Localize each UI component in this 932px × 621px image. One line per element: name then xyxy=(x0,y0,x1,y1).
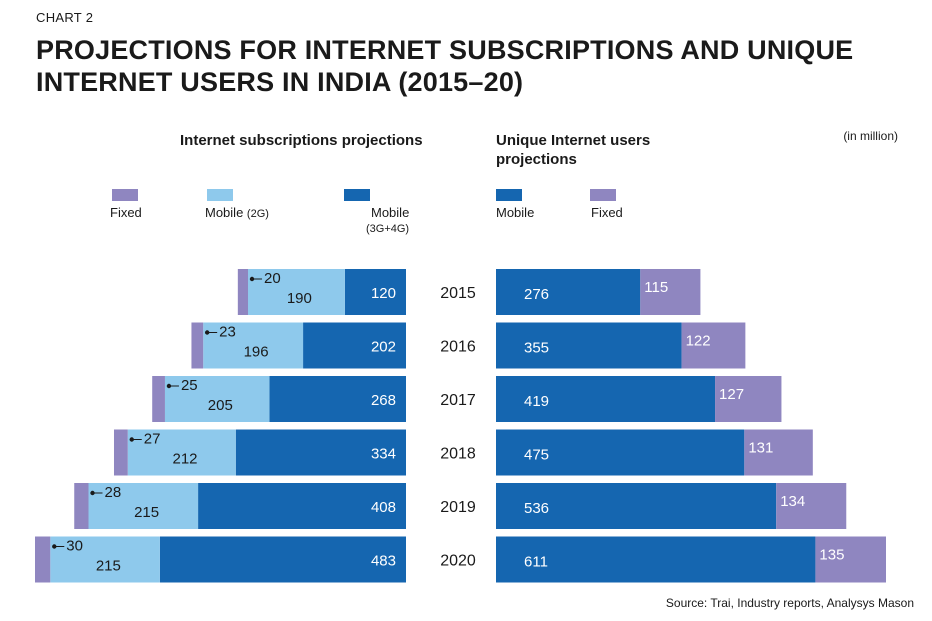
label-mobile-3g4g-2019: 408 xyxy=(371,499,396,516)
bar-mobile-3g4g-2015 xyxy=(344,269,406,315)
legend-swatch-mobile-3g4g xyxy=(344,189,370,201)
year-label-2017: 2017 xyxy=(440,392,476,409)
legend-label-mobile-3g4g: Mobile xyxy=(371,205,410,220)
bar-fixed-2018 xyxy=(113,429,128,476)
legend-swatch-right-mobile xyxy=(496,189,522,201)
bar-users-mobile-2016 xyxy=(496,322,682,369)
legend-swatch-fixed xyxy=(112,189,138,201)
label-mobile-2g-2018: 212 xyxy=(172,450,197,467)
label-users-mobile-2020: 611 xyxy=(524,553,548,570)
label-users-fixed-2019: 134 xyxy=(780,493,805,510)
year-label-2020: 2020 xyxy=(440,553,476,570)
year-label-2019: 2019 xyxy=(440,499,476,516)
label-fixed-2018: 27 xyxy=(144,430,161,447)
bar-users-fixed-2017 xyxy=(715,376,782,422)
year-label-2018: 2018 xyxy=(440,446,476,463)
bar-users-mobile-2019 xyxy=(496,483,777,529)
label-mobile-3g4g-2020: 483 xyxy=(371,552,396,569)
label-fixed-2020: 30 xyxy=(66,537,83,554)
legend-label-right-fixed: Fixed xyxy=(591,205,623,220)
legend-label-mobile-2g: Mobile (2G) xyxy=(205,205,269,220)
label-mobile-2g-2017: 205 xyxy=(208,397,233,414)
right-chart-title: Unique Internet users projections xyxy=(496,132,651,168)
label-mobile-2g-2016: 196 xyxy=(244,343,269,360)
label-users-mobile-2018: 475 xyxy=(524,446,549,463)
label-users-mobile-2017: 419 xyxy=(524,393,549,410)
bar-users-mobile-2017 xyxy=(496,376,716,422)
label-fixed-2019: 28 xyxy=(105,484,122,501)
bar-mobile-3g4g-2019 xyxy=(198,483,406,529)
bar-users-mobile-2018 xyxy=(496,429,745,476)
label-users-mobile-2019: 536 xyxy=(524,500,549,517)
bar-mobile-2g-2018 xyxy=(127,429,236,476)
label-users-fixed-2015: 115 xyxy=(644,279,668,296)
label-mobile-2g-2020: 215 xyxy=(96,557,121,574)
bar-fixed-2016 xyxy=(191,322,204,369)
bar-mobile-2g-2020 xyxy=(50,536,160,583)
legend-swatch-mobile-2g xyxy=(207,189,233,201)
label-mobile-2g-2015: 190 xyxy=(287,290,312,307)
bar-users-mobile-2020 xyxy=(496,536,816,583)
legend-swatch-right-fixed xyxy=(590,189,616,201)
bar-mobile-3g4g-2018 xyxy=(235,429,406,476)
label-mobile-3g4g-2015: 120 xyxy=(371,285,396,302)
year-label-2015: 2015 xyxy=(440,285,476,302)
source-note: Source: Trai, Industry reports, Analysys… xyxy=(665,596,914,610)
label-fixed-2017: 25 xyxy=(181,377,198,394)
year-label-2016: 2016 xyxy=(440,339,476,356)
bar-users-fixed-2019 xyxy=(776,483,847,529)
bar-users-fixed-2020 xyxy=(815,536,886,583)
label-mobile-3g4g-2017: 268 xyxy=(371,392,396,409)
bar-mobile-3g4g-2016 xyxy=(303,322,406,369)
bar-mobile-3g4g-2020 xyxy=(159,536,406,583)
chart-title: PROJECTIONS FOR INTERNET SUBSCRIPTIONS A… xyxy=(36,35,854,97)
bar-fixed-2020 xyxy=(35,536,51,583)
label-mobile-3g4g-2016: 202 xyxy=(371,338,396,355)
units-label: (in million) xyxy=(843,129,898,143)
bar-mobile-2g-2017 xyxy=(164,376,270,422)
chart-number: CHART 2 xyxy=(36,10,94,25)
left-chart-title: Internet subscriptions projections xyxy=(180,132,423,149)
legend-label-fixed: Fixed xyxy=(110,205,142,220)
bar-users-mobile-2015 xyxy=(496,269,641,315)
label-mobile-2g-2019: 215 xyxy=(134,504,159,521)
legend-label-right-mobile: Mobile xyxy=(496,205,535,220)
bar-fixed-2015 xyxy=(237,269,249,315)
label-fixed-2015: 20 xyxy=(264,270,281,287)
label-fixed-2016: 23 xyxy=(219,323,236,340)
label-users-fixed-2017: 127 xyxy=(719,386,744,403)
bar-fixed-2019 xyxy=(74,483,89,529)
bar-mobile-2g-2019 xyxy=(88,483,199,529)
label-users-mobile-2016: 355 xyxy=(524,339,549,356)
bar-mobile-2g-2016 xyxy=(203,322,304,369)
bar-mobile-3g4g-2017 xyxy=(269,376,406,422)
bar-mobile-2g-2015 xyxy=(248,269,345,315)
bar-users-fixed-2015 xyxy=(640,269,701,315)
bar-users-fixed-2016 xyxy=(681,322,746,369)
label-users-mobile-2015: 276 xyxy=(524,286,549,303)
label-users-fixed-2018: 131 xyxy=(748,439,773,456)
legend-sub-mobile-3g4g: (3G+4G) xyxy=(366,223,410,235)
label-mobile-3g4g-2018: 334 xyxy=(371,445,396,462)
bar-users-fixed-2018 xyxy=(744,429,813,476)
label-users-fixed-2020: 135 xyxy=(819,546,844,563)
label-users-fixed-2016: 122 xyxy=(686,332,711,349)
bar-fixed-2017 xyxy=(152,376,165,422)
